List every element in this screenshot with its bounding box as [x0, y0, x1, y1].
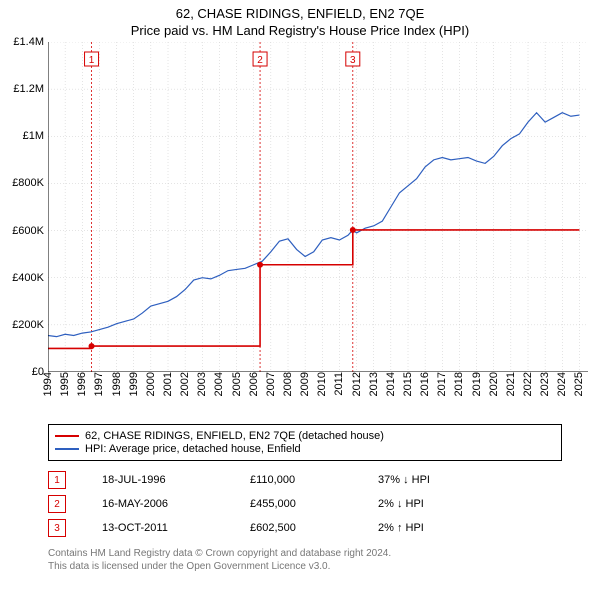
y-tick-label: £800K: [12, 177, 44, 189]
transaction-delta: 2% ↑ HPI: [378, 522, 498, 534]
legend-swatch: [55, 435, 79, 437]
x-tick-label: 2010: [316, 372, 328, 396]
table-row: 1 18-JUL-1996 £110,000 37% ↓ HPI: [48, 471, 568, 489]
x-tick-label: 2017: [436, 372, 448, 396]
x-axis: 1994199519961997199819992000200120022003…: [48, 372, 588, 418]
x-tick-label: 1999: [128, 372, 140, 396]
legend-item: 62, CHASE RIDINGS, ENFIELD, EN2 7QE (det…: [55, 430, 555, 442]
x-tick-label: 2009: [299, 372, 311, 396]
transaction-marker: 3: [48, 519, 66, 537]
x-tick-label: 2021: [505, 372, 517, 396]
svg-text:1: 1: [89, 55, 95, 66]
table-row: 3 13-OCT-2011 £602,500 2% ↑ HPI: [48, 519, 568, 537]
y-tick-label: £1.4M: [13, 36, 44, 48]
x-tick-label: 2011: [333, 372, 345, 396]
chart-svg: 1 2 3: [48, 42, 588, 372]
transaction-date: 13-OCT-2011: [74, 522, 242, 534]
transaction-marker: 2: [48, 495, 66, 513]
x-tick-label: 2024: [556, 372, 568, 396]
x-tick-label: 2004: [213, 372, 225, 396]
x-tick-label: 2006: [248, 372, 260, 396]
x-tick-label: 1994: [42, 372, 54, 396]
x-tick-label: 2020: [488, 372, 500, 396]
transaction-date: 16-MAY-2006: [74, 498, 242, 510]
x-tick-label: 2015: [402, 372, 414, 396]
x-tick-label: 2000: [145, 372, 157, 396]
y-tick-label: £200K: [12, 319, 44, 331]
x-tick-label: 1998: [111, 372, 123, 396]
transaction-date: 18-JUL-1996: [74, 474, 242, 486]
x-tick-label: 1995: [59, 372, 71, 396]
y-tick-label: £600K: [12, 225, 44, 237]
x-tick-label: 2019: [471, 372, 483, 396]
legend-swatch: [55, 448, 79, 450]
x-tick-label: 2018: [453, 372, 465, 396]
legend-label: HPI: Average price, detached house, Enfi…: [85, 443, 301, 455]
attribution-line: This data is licensed under the Open Gov…: [48, 560, 568, 573]
transaction-marker: 1: [48, 471, 66, 489]
x-tick-label: 1996: [76, 372, 88, 396]
transactions-table: 1 18-JUL-1996 £110,000 37% ↓ HPI 2 16-MAY-200…: [48, 471, 568, 537]
x-tick-label: 2012: [351, 372, 363, 396]
x-tick-label: 2025: [573, 372, 585, 396]
chart-title: 62, CHASE RIDINGS, ENFIELD, EN2 7QE: [0, 6, 600, 21]
x-tick-label: 2001: [162, 372, 174, 396]
chart-area: 123 £0£200K£400K£600K£800K£1M£1.2M£1.4M: [48, 42, 588, 372]
x-tick-label: 2008: [282, 372, 294, 396]
x-tick-label: 2016: [419, 372, 431, 396]
chart-subtitle: Price paid vs. HM Land Registry's House …: [0, 23, 600, 38]
x-tick-label: 2007: [265, 372, 277, 396]
legend-label: 62, CHASE RIDINGS, ENFIELD, EN2 7QE (det…: [85, 430, 384, 442]
attribution-line: Contains HM Land Registry data © Crown c…: [48, 547, 568, 560]
y-tick-label: £1M: [23, 130, 44, 142]
attribution: Contains HM Land Registry data © Crown c…: [48, 547, 568, 573]
transaction-price: £455,000: [250, 498, 370, 510]
transaction-delta: 2% ↓ HPI: [378, 498, 498, 510]
x-tick-label: 2005: [231, 372, 243, 396]
x-tick-label: 2023: [539, 372, 551, 396]
y-tick-label: £400K: [12, 272, 44, 284]
x-tick-label: 2002: [179, 372, 191, 396]
svg-text:3: 3: [350, 55, 356, 66]
transaction-price: £110,000: [250, 474, 370, 486]
transaction-delta: 37% ↓ HPI: [378, 474, 498, 486]
y-tick-label: £1.2M: [13, 83, 44, 95]
legend-box: 62, CHASE RIDINGS, ENFIELD, EN2 7QE (det…: [48, 424, 562, 461]
transaction-price: £602,500: [250, 522, 370, 534]
x-tick-label: 2003: [196, 372, 208, 396]
legend-item: HPI: Average price, detached house, Enfi…: [55, 443, 555, 455]
svg-text:2: 2: [257, 55, 263, 66]
x-tick-label: 2013: [368, 372, 380, 396]
x-tick-label: 2014: [385, 372, 397, 396]
x-tick-label: 1997: [93, 372, 105, 396]
x-tick-label: 2022: [522, 372, 534, 396]
table-row: 2 16-MAY-2006 £455,000 2% ↓ HPI: [48, 495, 568, 513]
